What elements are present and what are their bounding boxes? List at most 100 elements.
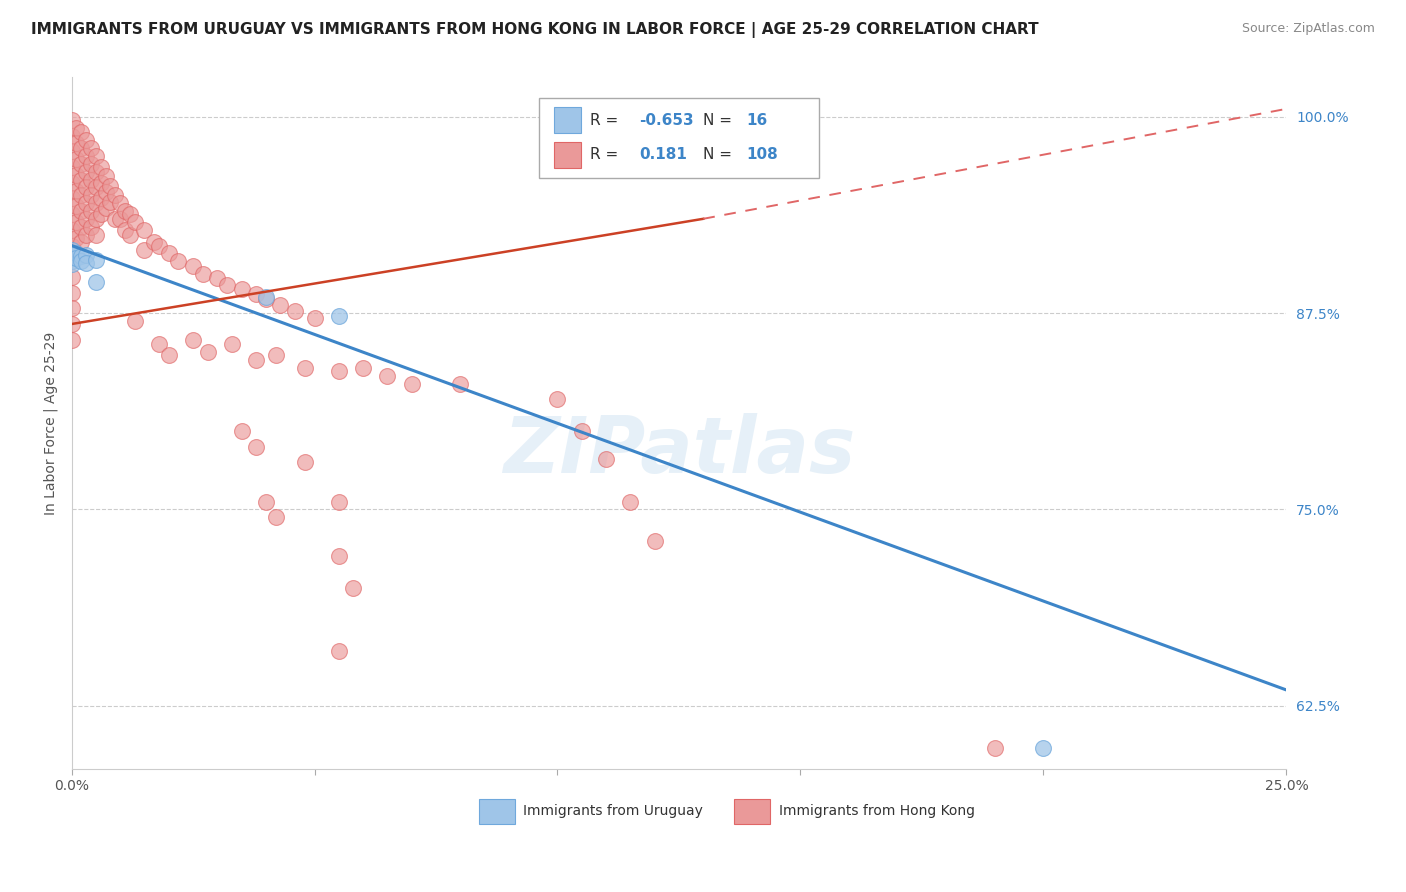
Point (60, 257, 83, 271)
Point (94, 201, 117, 215)
Point (245, 353, 267, 368)
Point (60, 244, 83, 258)
Text: N =: N = (703, 112, 733, 128)
Point (254, 290, 277, 304)
Point (221, 337, 243, 351)
Point (143, 235, 166, 250)
Point (75, 133, 97, 147)
Point (148, 337, 170, 351)
Point (65, 199, 87, 213)
Text: R =: R = (591, 147, 619, 162)
Point (60, 128, 83, 143)
Point (134, 223, 156, 237)
Point (90, 191, 112, 205)
Point (60, 317, 83, 331)
Point (65, 120, 87, 135)
Point (60, 254, 83, 268)
Point (70, 172, 93, 186)
Point (84, 196, 107, 211)
Point (60, 176, 83, 190)
Point (245, 287, 267, 301)
Point (70, 250, 93, 264)
Point (90, 176, 112, 190)
Point (264, 510, 287, 524)
Point (80, 219, 103, 234)
Point (60, 223, 83, 237)
Point (84, 275, 107, 289)
Point (1032, 741, 1054, 756)
FancyBboxPatch shape (554, 142, 581, 168)
Point (70, 157, 93, 171)
Point (65, 246, 87, 260)
Point (70, 254, 93, 268)
Text: R =: R = (591, 112, 619, 128)
Text: Source: ZipAtlas.com: Source: ZipAtlas.com (1241, 22, 1375, 36)
Point (94, 185, 117, 199)
Point (114, 223, 136, 237)
Point (264, 348, 287, 362)
Point (65, 230, 87, 244)
Point (377, 368, 399, 383)
Point (60, 285, 83, 300)
Point (84, 227, 107, 242)
Point (181, 333, 204, 347)
Point (60, 207, 83, 221)
Point (401, 376, 423, 391)
Point (644, 533, 666, 548)
Y-axis label: In Labor Force | Age 25-29: In Labor Force | Age 25-29 (44, 331, 58, 515)
Point (328, 364, 350, 378)
Text: IMMIGRANTS FROM URUGUAY VS IMMIGRANTS FROM HONG KONG IN LABOR FORCE | AGE 25-29 : IMMIGRANTS FROM URUGUAY VS IMMIGRANTS FR… (31, 22, 1039, 38)
Point (84, 252, 107, 267)
Point (60, 333, 83, 347)
Point (60, 238, 83, 252)
Point (157, 348, 180, 362)
Point (65, 168, 87, 182)
Point (118, 207, 141, 221)
Point (118, 227, 141, 242)
Point (304, 310, 326, 325)
Point (571, 424, 593, 438)
Point (75, 248, 97, 262)
Point (245, 440, 267, 454)
Point (60, 145, 83, 159)
Point (294, 455, 316, 469)
Point (90, 207, 112, 221)
Point (60, 248, 83, 262)
Point (60, 191, 83, 205)
FancyBboxPatch shape (554, 107, 581, 134)
Point (75, 149, 97, 163)
Point (167, 254, 190, 268)
Point (60, 301, 83, 316)
FancyBboxPatch shape (734, 799, 770, 824)
Point (75, 256, 97, 270)
Point (254, 494, 277, 508)
Point (231, 424, 253, 438)
Point (75, 180, 97, 194)
Point (269, 298, 291, 312)
Point (284, 304, 307, 318)
Point (75, 211, 97, 226)
Point (595, 452, 617, 467)
Point (294, 361, 316, 376)
Text: -0.653: -0.653 (638, 112, 693, 128)
Point (134, 244, 156, 258)
Point (231, 283, 253, 297)
Point (328, 549, 350, 564)
Point (84, 180, 107, 194)
Point (65, 251, 87, 265)
Point (100, 178, 122, 193)
Point (328, 644, 350, 658)
Text: 108: 108 (745, 147, 778, 162)
Point (148, 238, 170, 252)
Point (70, 125, 93, 139)
Point (60, 251, 83, 265)
Point (70, 235, 93, 250)
Point (215, 277, 238, 292)
Text: N =: N = (703, 147, 733, 162)
Point (94, 169, 117, 184)
Text: 16: 16 (745, 112, 768, 128)
Point (70, 141, 93, 155)
Point (60, 112, 83, 127)
Point (70, 203, 93, 218)
Point (84, 149, 107, 163)
